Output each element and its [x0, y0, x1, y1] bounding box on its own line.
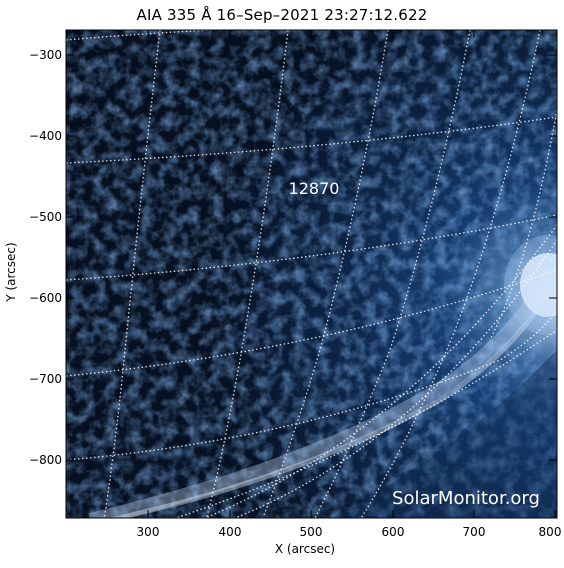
- x-tick-label: 800: [539, 525, 562, 539]
- heliographic-grid: [66, 30, 557, 518]
- watermark: SolarMonitor.org: [392, 488, 540, 509]
- y-tick-label: −600: [29, 291, 62, 305]
- x-tick-label: 700: [463, 525, 486, 539]
- y-tick-labels: −300 −400 −500 −600 −700 −800: [29, 48, 62, 467]
- x-tick-label: 300: [137, 525, 160, 539]
- x-tick-marks: [147, 30, 556, 518]
- y-tick-label: −300: [29, 48, 62, 62]
- x-tick-label: 400: [219, 525, 242, 539]
- y-axis-label: Y (arcsec): [4, 242, 18, 302]
- y-tick-label: −500: [29, 210, 62, 224]
- x-tick-label: 600: [382, 525, 405, 539]
- y-tick-label: −800: [29, 453, 62, 467]
- active-region-label: 12870: [289, 179, 340, 198]
- x-tick-labels: 300 400 500 600 700 800: [137, 525, 562, 539]
- x-axis-label: X (arcsec): [274, 542, 336, 556]
- plot-title: AIA 335 Å 16–Sep–2021 23:27:12.622: [136, 6, 428, 24]
- y-tick-marks: [66, 54, 557, 461]
- y-tick-label: −400: [29, 129, 62, 143]
- x-tick-label: 500: [300, 525, 323, 539]
- image-area: [66, 30, 557, 518]
- y-tick-label: −700: [29, 372, 62, 386]
